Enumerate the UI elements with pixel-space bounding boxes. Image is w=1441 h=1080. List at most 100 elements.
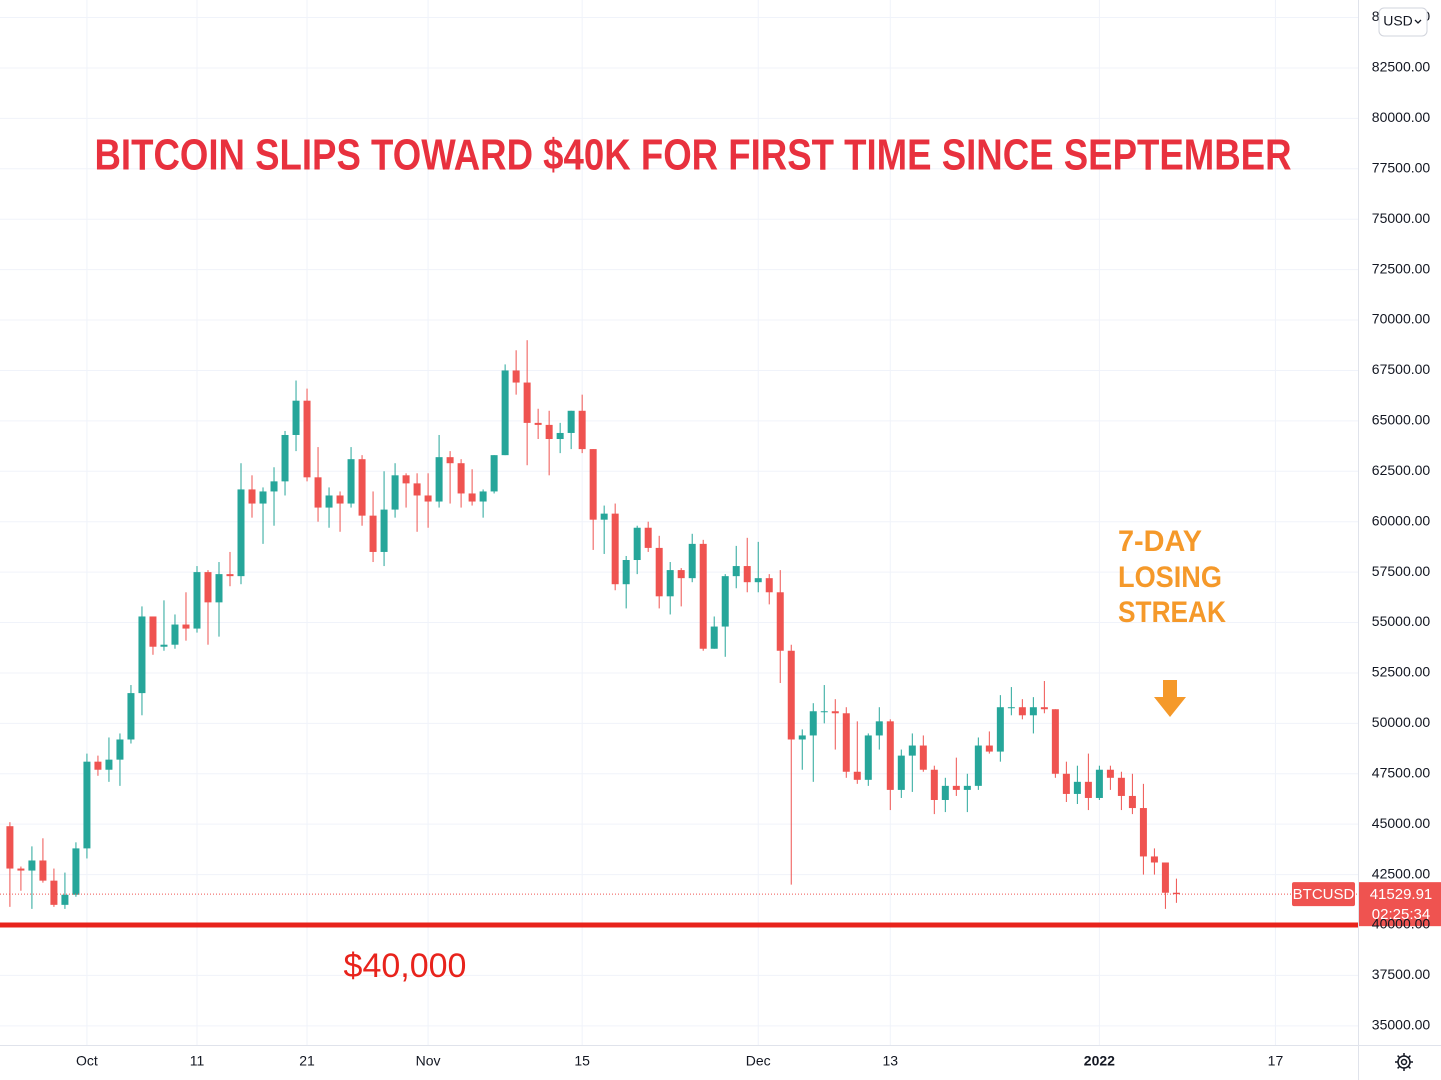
last-price-label: 41529.91 [1370,886,1433,903]
candle-body [1040,707,1048,710]
candle-body [732,566,740,577]
candle-body [380,509,388,552]
price-tag [1359,882,1441,927]
candle-body [567,410,575,433]
candle-body [1062,773,1070,794]
y-tick-label: 57500.00 [1372,563,1431,579]
candle-body [985,745,993,752]
annotation-line: 7-DAY [1118,525,1202,558]
candle-body [303,400,311,478]
dropdown-icon [1414,19,1422,24]
y-tick-label: 67500.00 [1372,361,1431,377]
candle-body [50,880,58,905]
candle-body [644,527,652,548]
y-tick-label: 40000.00 [1372,916,1431,932]
candle-body [94,761,102,770]
candle-body [974,745,982,786]
y-tick-label: 60000.00 [1372,512,1431,528]
candle-body [941,785,949,800]
candle-body [611,513,619,585]
candle-body [996,707,1004,752]
candle-body [127,693,135,740]
candle-body [369,515,377,552]
x-tick-label: 21 [299,1053,315,1069]
candle-body [688,543,696,579]
y-tick-label: 42500.00 [1372,865,1431,881]
candles [6,340,1180,909]
candle-body [292,400,300,435]
y-tick-label: 65000.00 [1372,412,1431,428]
candle-body [820,711,828,713]
candle-body [842,713,850,772]
chart-title: BITCOIN SLIPS TOWARD $40K FOR FIRST TIME… [95,131,1292,180]
candle-body [479,491,487,502]
series-tag [1292,882,1355,907]
candle-body [116,739,124,760]
y-tick-label: 52500.00 [1372,664,1431,680]
y-tick-label: 82500.00 [1372,59,1431,75]
candle-body [248,489,256,504]
candle-body [336,495,344,504]
candle-body [314,477,322,508]
candle-body [226,574,234,577]
candle-body [215,574,223,603]
arrow-icon [1154,680,1186,717]
candle-body [446,457,454,464]
currency-label: USD [1383,13,1413,29]
candle-body [798,735,806,740]
candle-body [468,493,476,502]
candle-body [424,495,432,502]
candle-body [1095,769,1103,798]
candle-body [1029,707,1037,716]
candle-body [1128,795,1136,809]
candle-body [1139,808,1147,857]
x-tick-label: Dec [746,1053,771,1069]
x-tick-label: Oct [76,1053,98,1069]
candle-body [1117,777,1125,796]
axes: 35000.00 37500.00 40000.00 42500.00 45000.00… [76,8,1430,1068]
candle-body [1073,781,1081,794]
candle-body [776,592,784,651]
candle-body [6,826,14,869]
candle-body [61,894,69,905]
candle-body [666,570,674,597]
candle-body [930,769,938,800]
candle-body [897,755,905,790]
candle-body [743,566,751,583]
candle-body [534,422,542,425]
y-tick-label: 62500.00 [1372,462,1431,478]
candle-body [204,572,212,603]
candle-body [490,455,498,492]
y-tick-label: 80000.00 [1372,109,1431,125]
candle-body [325,495,333,508]
candle-body [556,432,564,440]
candle-body [83,761,91,849]
candle-body [1150,856,1158,863]
candle-body [138,616,146,694]
candle-body [193,572,201,629]
candle-body [545,424,553,440]
settings-icon[interactable] [1395,1053,1413,1071]
candle-body [413,483,421,496]
candle-body [358,459,366,516]
candle-body [281,434,289,482]
candle-body [149,616,157,647]
currency-button[interactable] [1378,7,1428,37]
x-tick-label: 17 [1268,1053,1284,1069]
candle-body [1161,862,1169,893]
candle-body [17,868,25,871]
x-tick-label: Nov [416,1053,441,1069]
candle-body [853,771,861,780]
candle-body [754,578,762,583]
candle-body [347,459,355,504]
candle-body [578,410,586,450]
candle-body [1084,781,1092,798]
candle-body [435,457,443,502]
candle-body [919,745,927,770]
annotation-line: STREAK [1118,596,1226,629]
candle-body [512,370,520,383]
y-tick-label: 55000.00 [1372,613,1431,629]
y-tick-label: 47500.00 [1372,764,1431,780]
